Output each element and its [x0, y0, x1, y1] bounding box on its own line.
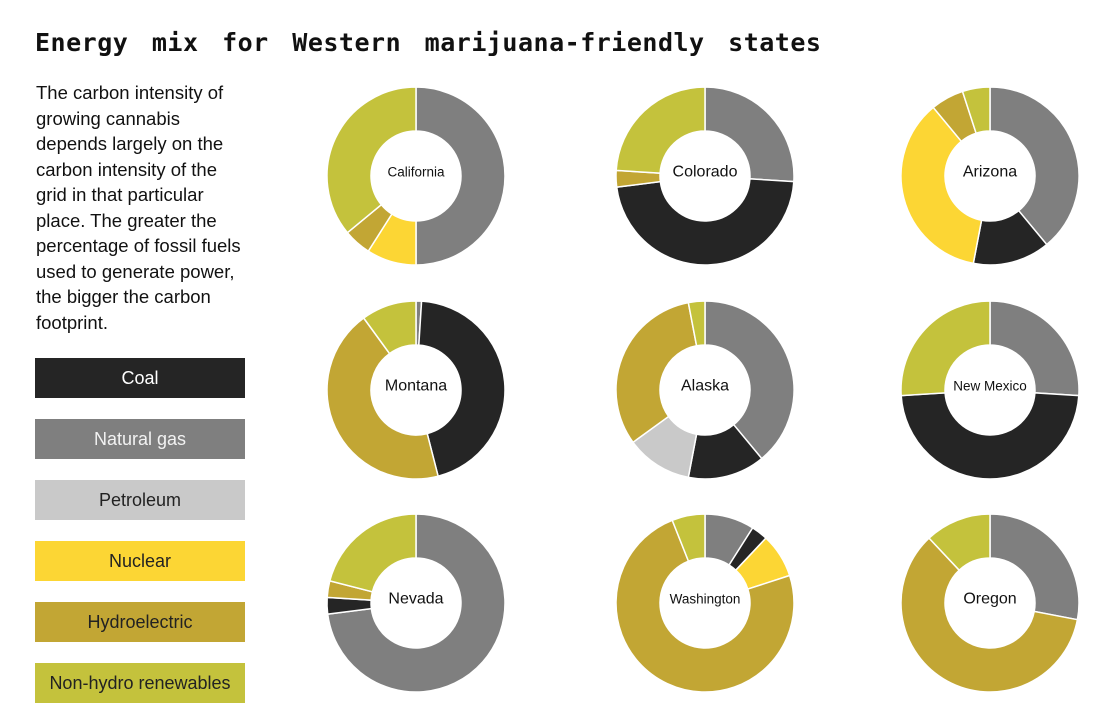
slice-montana-non-hydro-renewables [362, 300, 417, 355]
donut-label-alaska: Alaska [681, 378, 729, 395]
chart-description: The carbon intensity of growing cannabis… [36, 82, 241, 333]
legend-item-coal: Coal [35, 358, 245, 398]
slice-colorado-non-hydro-renewables [615, 86, 706, 174]
legend-item-nuclear: Nuclear [35, 541, 245, 581]
slice-oregon-non-hydro-renewables [928, 513, 991, 572]
slice-alaska-non-hydro-renewables [687, 300, 706, 347]
donut-label-montana: Montana [385, 378, 447, 395]
slice-california-non-hydro-renewables [326, 86, 417, 234]
slice-colorado-coal [615, 178, 795, 266]
slice-alaska-natural-gas [704, 300, 795, 460]
slice-washington-hydroelectric [615, 519, 795, 693]
donut-label-nevada: Nevada [388, 591, 443, 608]
donut-nevada: Nevada [326, 513, 506, 693]
legend-item-hydroelectric: Hydroelectric [35, 602, 245, 642]
slice-nevada-natural-gas [326, 513, 506, 693]
donut-colorado: Colorado [615, 86, 795, 266]
chart-title: Energy mix for Western marijuana-friendl… [35, 28, 822, 57]
legend-item-petroleum: Petroleum [35, 480, 245, 520]
legend: Coal Natural gas Petroleum Nuclear Hydro… [35, 358, 245, 724]
slice-new-mexico-non-hydro-renewables [900, 300, 991, 397]
legend-item-natural-gas: Natural gas [35, 419, 245, 459]
donut-alaska: Alaska [615, 300, 795, 480]
donut-label-arizona: Arizona [963, 164, 1017, 181]
slice-arizona-non-hydro-renewables [961, 86, 991, 135]
slice-alaska-hydroelectric [615, 301, 698, 444]
slice-nevada-non-hydro-renewables [328, 513, 417, 593]
slice-new-mexico-coal [900, 392, 1080, 480]
donut-label-oregon: Oregon [963, 591, 1016, 608]
donut-label-washington: Washington [670, 592, 741, 607]
donut-arizona: Arizona [900, 86, 1080, 266]
slice-montana-coal [418, 300, 506, 478]
slice-oregon-natural-gas [989, 513, 1080, 621]
slice-montana-hydroelectric [326, 316, 440, 480]
donut-california: California [326, 86, 506, 266]
slice-new-mexico-natural-gas [989, 300, 1080, 397]
donut-montana: Montana [326, 300, 506, 480]
slice-washington-non-hydro-renewables [671, 513, 706, 563]
slice-california-natural-gas [415, 86, 506, 266]
donut-label-new-mexico: New Mexico [953, 379, 1027, 394]
slice-colorado-natural-gas [704, 86, 795, 183]
donut-new-mexico: New Mexico [900, 300, 1080, 480]
donut-label-colorado: Colorado [673, 164, 738, 181]
legend-item-non-hydro-renewables: Non-hydro renewables [35, 663, 245, 703]
slice-oregon-hydroelectric [900, 537, 1079, 693]
donut-oregon: Oregon [900, 513, 1080, 693]
donut-washington: Washington [615, 513, 795, 693]
donut-label-california: California [387, 165, 445, 180]
slice-arizona-nuclear [900, 106, 983, 265]
slice-arizona-natural-gas [989, 86, 1080, 246]
